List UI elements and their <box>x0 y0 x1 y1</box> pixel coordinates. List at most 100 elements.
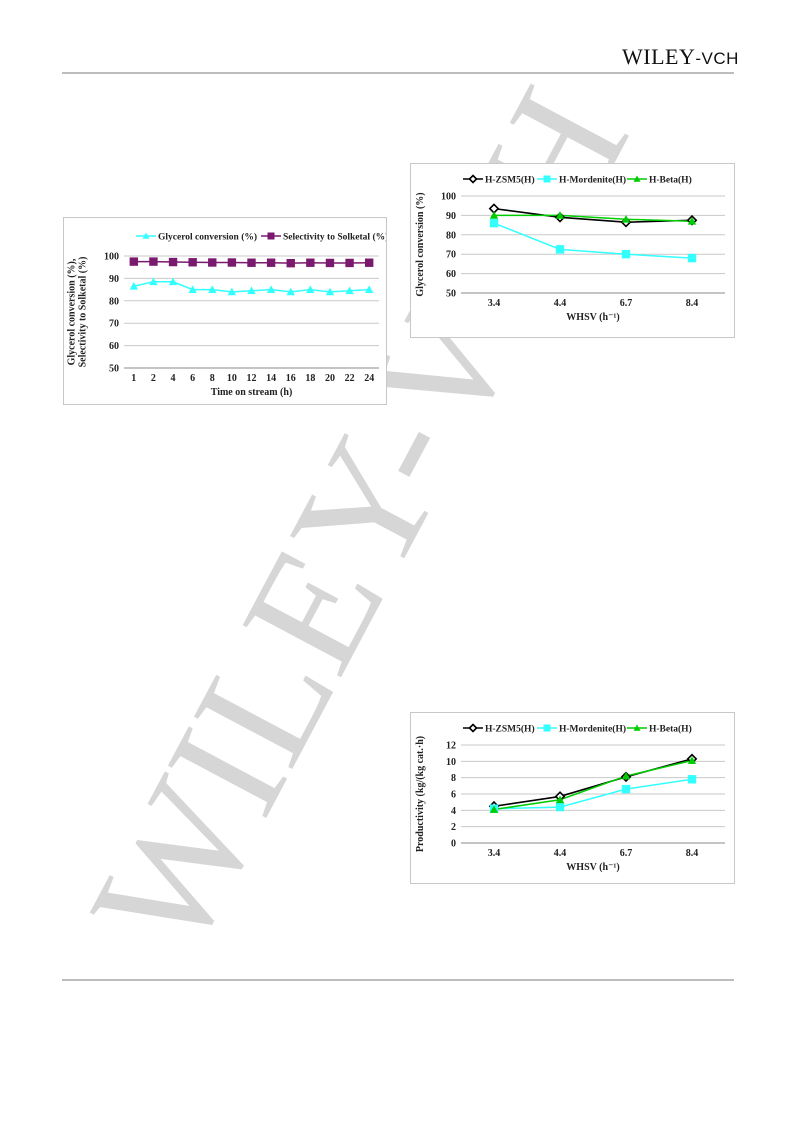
x-tick-label: 6 <box>190 373 195 384</box>
data-point-selectivity-to-solketal <box>227 258 237 267</box>
y-tick-label: 50 <box>109 364 119 375</box>
legend-label-h-mordenite-h: H-Mordenite(H) <box>559 724 626 735</box>
data-point-h-beta-h <box>621 771 631 780</box>
legend-marker-h-mordenite-h <box>543 724 551 732</box>
data-point-glycerol-conversion <box>345 286 354 295</box>
x-tick-label: 8.4 <box>686 298 699 309</box>
x-tick-label: 10 <box>227 373 237 384</box>
legend-label-selectivity-to-solketal: Selectivity to Solketal (%) <box>283 232 386 243</box>
y-tick-label: 100 <box>104 252 119 263</box>
series-line-h-mordenite-h <box>493 222 693 259</box>
x-tick-label: 3.4 <box>488 848 501 859</box>
x-tick-label: 8.4 <box>686 848 699 859</box>
data-point-glycerol-conversion <box>247 286 256 295</box>
y-tick-label: 80 <box>109 296 119 307</box>
series-line-h-beta-h <box>494 214 693 222</box>
x-tick-label: 12 <box>247 373 257 384</box>
y-tick-label: 90 <box>446 211 456 222</box>
logo-main: WILEY <box>622 44 696 69</box>
data-point-selectivity-to-solketal <box>168 257 178 267</box>
series-line-h-mordenite-h <box>493 778 693 810</box>
legend-label-h-beta-h: H-Beta(H) <box>649 175 692 186</box>
y-tick-label: 80 <box>446 230 456 241</box>
data-point-selectivity-to-solketal <box>345 258 354 268</box>
x-tick-label: 3.4 <box>488 298 501 309</box>
x-tick-label: 4.4 <box>554 298 567 309</box>
y-tick-label: 4 <box>451 806 456 817</box>
logo-suffix: -VCH <box>695 49 739 68</box>
y-axis-label: Glycerol conversion (%) <box>415 192 426 296</box>
x-tick-label: 20 <box>325 373 335 384</box>
data-point-h-mordenite-h <box>555 802 565 812</box>
data-point-glycerol-conversion <box>266 285 276 293</box>
y-tick-label: 2 <box>451 822 456 833</box>
data-point-h-beta-h <box>489 211 499 219</box>
legend-label-h-beta-h: H-Beta(H) <box>649 724 692 735</box>
data-point-h-beta-h <box>621 215 631 223</box>
legend-marker-h-mordenite-h <box>543 175 551 183</box>
data-point-h-mordenite-h <box>621 250 631 259</box>
y-axis-label: Selectivity to Solketal (%) <box>78 257 89 368</box>
chart-panel-conversion-whsv: 50 60 70 80 90 100 3.4 4.4 6.7 8.4 WHSV (h⁻¹) Glyce… <box>410 163 735 338</box>
data-point-glycerol-conversion <box>306 285 315 293</box>
x-tick-label: 4.4 <box>554 848 567 859</box>
legend-marker-h-beta-h <box>633 724 641 731</box>
data-point-glycerol-conversion <box>188 285 197 293</box>
data-point-selectivity-to-solketal <box>364 258 374 267</box>
y-tick-label: 60 <box>109 341 119 352</box>
legend-label-h-zsm5-h: H-ZSM5(H) <box>485 175 535 186</box>
legend-marker-h-zsm5-h <box>468 723 478 733</box>
legend-marker-h-beta-h <box>633 175 641 182</box>
series-line-h-zsm5-h <box>493 758 693 808</box>
series-line-h-beta-h <box>493 759 693 811</box>
x-axis-label: Time on stream (h) <box>211 387 293 398</box>
footer-rule <box>62 979 734 981</box>
data-point-glycerol-conversion <box>227 287 237 296</box>
data-point-h-beta-h <box>687 217 697 225</box>
legend-label-h-zsm5-h: H-ZSM5(H) <box>485 724 535 735</box>
header-rule <box>62 72 734 74</box>
data-point-selectivity-to-solketal <box>208 258 217 267</box>
data-point-glycerol-conversion <box>286 287 295 296</box>
data-point-h-mordenite-h <box>621 784 631 794</box>
y-tick-label: 70 <box>446 250 456 261</box>
data-point-h-beta-h <box>555 795 565 804</box>
chart-panel-time-on-stream: 50 60 70 80 90 100 1 2 4 6 8 10 12 14 16 18 20 22 24 Time o… <box>63 217 387 405</box>
x-tick-label: 1 <box>131 373 136 384</box>
data-point-h-beta-h <box>489 805 499 813</box>
series-line-h-zsm5-h <box>493 207 693 223</box>
x-tick-label: 16 <box>286 373 296 384</box>
y-tick-label: 6 <box>451 790 456 801</box>
data-point-glycerol-conversion <box>149 277 158 286</box>
data-point-selectivity-to-solketal <box>149 257 158 266</box>
legend-marker-h-zsm5-h <box>468 174 478 184</box>
data-point-glycerol-conversion <box>364 285 374 293</box>
x-tick-label: 4 <box>171 373 176 384</box>
x-axis-label: WHSV (h⁻¹) <box>566 312 619 323</box>
data-point-h-beta-h <box>687 756 697 764</box>
data-point-selectivity-to-solketal <box>286 258 295 268</box>
data-point-selectivity-to-solketal <box>247 258 256 267</box>
x-tick-label: 6.7 <box>620 298 633 309</box>
legend-marker-selectivity-to-solketal <box>267 232 275 240</box>
data-point-h-beta-h <box>555 211 565 219</box>
chart-conversion-vs-whsv: 50 60 70 80 90 100 3.4 4.4 6.7 8.4 WHSV (h⁻¹) Glyce… <box>415 174 725 323</box>
data-point-h-mordenite-h <box>489 218 499 228</box>
x-tick-label: 22 <box>345 373 355 384</box>
y-tick-label: 90 <box>109 274 119 285</box>
x-axis-label: WHSV (h⁻¹) <box>566 862 619 873</box>
x-tick-label: 8 <box>210 373 215 384</box>
x-tick-label: 2 <box>151 373 156 384</box>
data-point-selectivity-to-solketal <box>306 258 315 267</box>
x-tick-label: 6.7 <box>620 848 633 859</box>
y-tick-label: 70 <box>109 319 119 330</box>
y-tick-label: 10 <box>446 757 456 768</box>
y-axis-label: Productivity (kg/(kg cat.·h) <box>415 736 426 852</box>
y-tick-label: 60 <box>446 269 456 280</box>
y-tick-label: 100 <box>441 192 456 203</box>
data-point-selectivity-to-solketal <box>266 258 276 267</box>
data-point-glycerol-conversion <box>168 277 178 286</box>
publisher-logo: WILEY-VCH <box>622 44 739 70</box>
data-point-h-mordenite-h <box>555 245 565 254</box>
chart-productivity-vs-whsv: 0 2 4 6 8 10 12 3.4 4.4 6.7 8.4 WHSV (h⁻¹) Productiv… <box>415 723 725 873</box>
